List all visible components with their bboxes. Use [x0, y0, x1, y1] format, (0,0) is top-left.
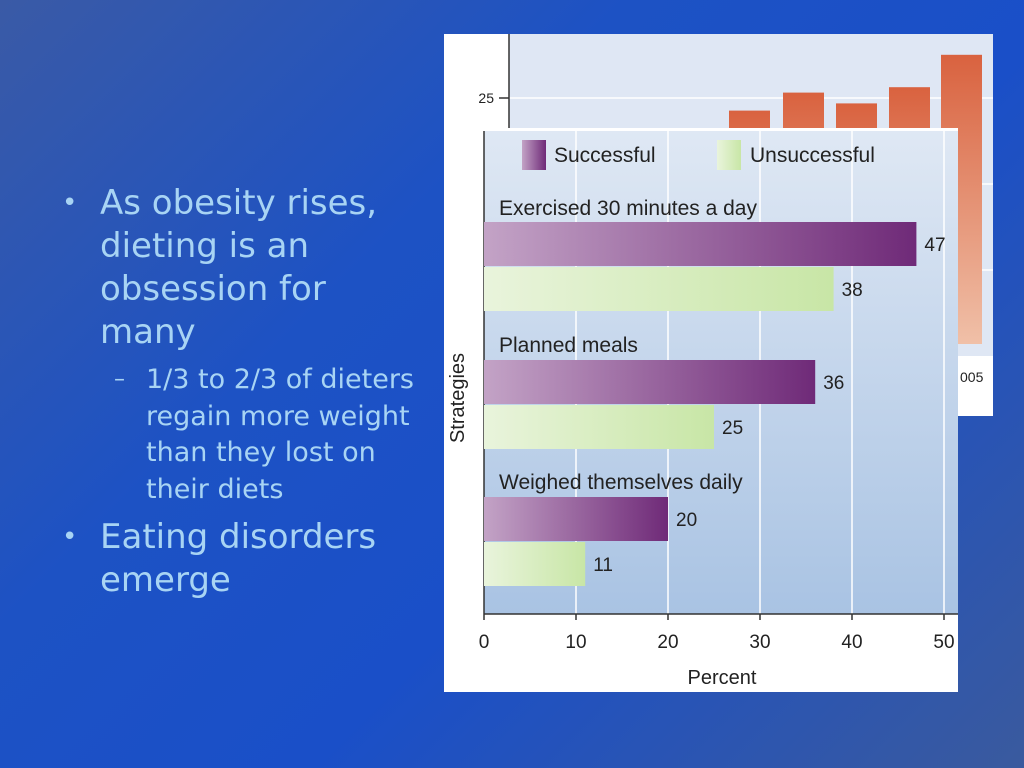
bar-value-label: 11 [593, 555, 613, 576]
x-axis-title: Percent [688, 667, 757, 689]
bullet-dot: • [62, 522, 78, 552]
x-tick-label: 50 [933, 632, 954, 653]
bar-successful [484, 222, 917, 266]
background-y-tick-label: 25 [478, 90, 494, 106]
sub-bullet-text: 1/3 to 2/3 of dieters regain more weight… [146, 364, 414, 505]
bar-successful [484, 360, 816, 404]
x-tick-label: 40 [841, 632, 862, 653]
x-tick-label: 20 [657, 632, 678, 653]
category-label: Exercised 30 minutes a day [499, 197, 757, 220]
bar-unsuccessful [484, 542, 586, 586]
bar-value-label: 36 [823, 373, 844, 394]
legend-swatch-successful [522, 140, 546, 170]
bullet-text: As obesity rises, dieting is an obsessio… [100, 183, 378, 352]
bullet-text: Eating disorders emerge [100, 517, 377, 600]
category-label: Planned meals [499, 334, 638, 357]
bar-value-label: 25 [722, 418, 743, 439]
bullet-dot: • [62, 188, 78, 218]
legend-swatch-unsuccessful [717, 140, 741, 170]
strategies-bar-chart: Successful Unsuccessful Exercised 30 minut… [444, 128, 958, 692]
sub-bullet-dash: – [114, 367, 125, 392]
background-x-tick-label: 005 [960, 369, 984, 385]
y-axis-title: Strategies [447, 353, 469, 443]
category-label: Weighed themselves daily [499, 471, 743, 494]
bullet-list: • As obesity rises, dieting is an obsess… [62, 182, 422, 602]
legend-label-unsuccessful: Unsuccessful [750, 144, 875, 167]
strategies-chart-svg: Successful Unsuccessful Exercised 30 minut… [447, 131, 958, 689]
bar-value-label: 38 [842, 280, 863, 301]
legend-label-successful: Successful [554, 144, 656, 167]
bar-value-label: 47 [924, 235, 945, 256]
x-tick-label: 10 [565, 632, 586, 653]
bar-unsuccessful [484, 267, 834, 311]
bullet-item: • Eating disorders emerge [62, 516, 422, 602]
bar-successful [484, 497, 668, 541]
bullet-item: • As obesity rises, dieting is an obsess… [62, 182, 422, 354]
x-tick-label: 30 [749, 632, 770, 653]
sub-bullet-item: – 1/3 to 2/3 of dieters regain more weig… [62, 362, 422, 508]
bar-value-label: 20 [676, 510, 697, 531]
x-tick-label: 0 [479, 632, 490, 653]
bar-unsuccessful [484, 405, 714, 449]
